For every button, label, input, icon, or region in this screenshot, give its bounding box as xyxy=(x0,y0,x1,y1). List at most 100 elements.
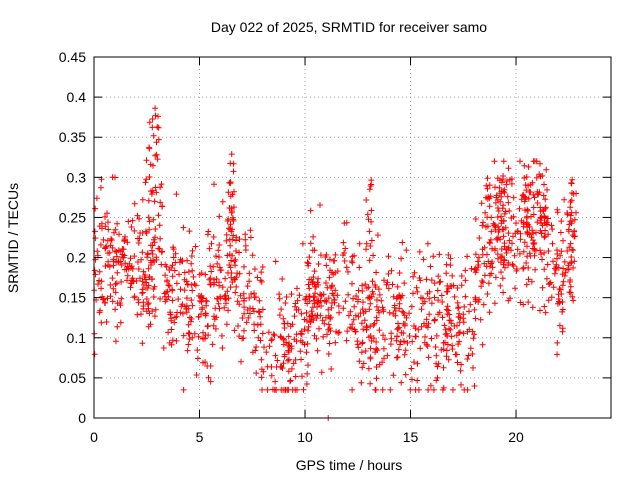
data-point xyxy=(374,232,381,239)
data-point xyxy=(522,207,528,214)
data-point xyxy=(191,330,198,337)
data-point xyxy=(207,263,214,270)
data-point xyxy=(298,331,305,338)
data-point xyxy=(335,303,342,309)
data-point xyxy=(287,377,294,384)
data-point xyxy=(146,226,153,233)
data-point xyxy=(148,247,155,254)
data-point xyxy=(227,221,234,228)
data-point xyxy=(219,345,226,351)
data-point xyxy=(298,310,305,317)
data-point xyxy=(530,158,537,165)
data-point xyxy=(426,295,433,302)
data-point xyxy=(533,174,540,181)
data-point xyxy=(173,313,180,320)
data-point xyxy=(263,349,270,356)
data-point xyxy=(188,260,195,267)
data-point xyxy=(173,191,180,198)
data-point xyxy=(524,213,530,220)
data-point xyxy=(155,113,161,120)
data-point xyxy=(342,298,349,305)
data-point xyxy=(288,291,295,298)
data-point xyxy=(213,276,220,282)
data-point xyxy=(142,228,149,235)
data-point xyxy=(561,272,568,279)
data-point xyxy=(152,152,159,159)
data-point xyxy=(557,252,564,259)
data-point xyxy=(111,229,117,236)
data-point xyxy=(380,306,387,313)
data-point xyxy=(139,286,146,293)
data-point xyxy=(92,235,99,242)
data-point xyxy=(467,301,474,308)
data-point xyxy=(365,216,372,223)
data-point xyxy=(242,231,249,238)
data-point xyxy=(236,270,243,277)
data-point xyxy=(484,175,491,182)
data-point xyxy=(313,297,320,304)
data-point xyxy=(143,308,150,315)
data-point xyxy=(247,227,254,234)
data-point xyxy=(181,276,188,283)
data-point xyxy=(398,295,404,301)
data-point xyxy=(434,363,441,370)
data-point xyxy=(305,323,312,330)
data-point xyxy=(128,277,135,284)
data-point xyxy=(151,198,158,205)
data-point xyxy=(407,386,414,393)
data-point xyxy=(169,337,176,344)
data-point xyxy=(236,333,243,340)
data-point xyxy=(311,247,318,254)
data-point xyxy=(340,305,347,312)
data-point xyxy=(349,280,355,287)
data-point xyxy=(439,314,446,321)
data-point xyxy=(414,360,421,367)
data-point xyxy=(269,336,275,343)
data-point xyxy=(255,308,262,315)
data-point xyxy=(323,251,330,258)
data-point xyxy=(567,212,574,219)
data-point xyxy=(271,332,278,339)
data-point xyxy=(370,291,377,297)
data-point xyxy=(102,299,109,306)
data-point xyxy=(213,253,219,260)
data-point xyxy=(121,238,128,245)
data-point xyxy=(258,278,265,285)
data-point xyxy=(176,271,182,278)
data-point xyxy=(430,253,437,260)
data-point xyxy=(505,165,512,172)
data-point xyxy=(540,192,547,199)
data-point xyxy=(342,245,349,252)
data-point xyxy=(149,187,156,194)
data-point xyxy=(495,228,502,235)
data-point xyxy=(350,316,357,323)
data-point xyxy=(233,237,239,244)
data-point xyxy=(475,299,482,305)
data-point xyxy=(153,151,160,158)
data-point xyxy=(531,252,538,259)
data-point xyxy=(103,243,110,250)
data-point xyxy=(91,351,98,358)
data-point xyxy=(150,286,157,292)
data-point xyxy=(125,218,132,225)
data-point xyxy=(216,254,222,260)
data-point xyxy=(537,204,544,211)
data-point xyxy=(449,272,456,279)
data-point xyxy=(495,234,502,241)
data-point xyxy=(136,215,143,222)
data-point xyxy=(544,219,551,226)
data-point xyxy=(214,295,220,302)
data-point xyxy=(196,298,203,304)
data-point xyxy=(385,253,392,260)
data-point xyxy=(503,178,510,185)
data-point xyxy=(140,305,147,312)
data-point xyxy=(155,124,162,131)
data-point xyxy=(343,337,350,344)
data-point xyxy=(200,335,206,342)
data-point xyxy=(427,382,434,389)
data-point xyxy=(529,227,536,234)
data-point xyxy=(345,312,352,319)
data-point xyxy=(364,211,371,218)
data-point xyxy=(100,236,107,243)
data-point xyxy=(529,179,536,186)
